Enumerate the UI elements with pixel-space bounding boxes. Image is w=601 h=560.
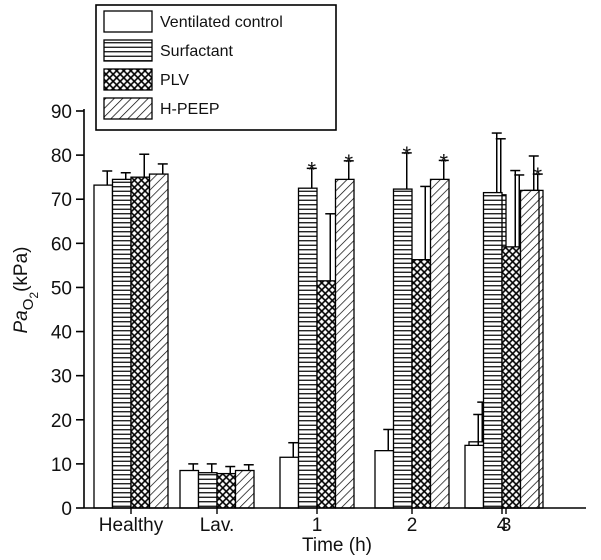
legend-swatch-h-peep — [103, 97, 153, 120]
y-tick-label: 30 — [51, 367, 72, 388]
x-tick-label: Lav. — [200, 515, 235, 536]
y-tick-label: 70 — [51, 190, 72, 211]
bar-plv-1 — [316, 280, 337, 509]
significance-marker: * — [344, 150, 353, 175]
axes: 0 10 20 30 40 50 60 70 80 90 Healthy Lav. 1 2 34 — [51, 102, 586, 536]
x-axis-title: Time (h) — [302, 535, 372, 556]
legend-label-ventilated-control: Ventilated control — [160, 14, 283, 31]
y-tick-label: 80 — [51, 146, 72, 167]
bar-surfactant-healthy — [111, 178, 132, 509]
bar-surfactant-lav — [197, 472, 218, 509]
legend-swatch-plv — [103, 68, 153, 91]
bar-surfactant-1 — [297, 187, 318, 509]
y-tick-label: 0 — [61, 499, 72, 520]
bar-surfactant-2 — [392, 188, 413, 509]
bar-plv-4 — [501, 246, 522, 509]
x-tick-label: 4 — [497, 515, 508, 536]
bar-h-peep-2 — [429, 178, 450, 509]
bar-h-peep-1 — [334, 178, 355, 509]
bar-ventilated-control-2 — [374, 450, 395, 509]
bar-plv-2 — [411, 259, 432, 509]
bar-h-peep-4 — [519, 189, 540, 509]
bar-h-peep-healthy — [148, 173, 169, 509]
bar-plv-lav — [216, 472, 237, 509]
y-tick-label: 20 — [51, 411, 72, 432]
x-tick-label: Healthy — [99, 515, 164, 536]
y-tick-label: 50 — [51, 278, 72, 299]
legend-label-plv: PLV — [160, 72, 189, 89]
significance-marker: * — [307, 157, 316, 182]
y-tick-label: 40 — [51, 323, 72, 344]
significance-marker: * — [439, 149, 448, 174]
y-axis-title: PaO2(kPa) — [11, 246, 41, 333]
bar-ventilated-control-lav — [179, 469, 200, 509]
bar-plv-healthy — [130, 176, 151, 509]
bar-surfactant-4 — [482, 191, 503, 509]
legend-swatch-ventilated-control — [103, 10, 153, 33]
bar-ventilated-control-4 — [464, 444, 485, 509]
plot-area: * * * * * — [93, 132, 544, 509]
legend-label-h-peep: H-PEEP — [160, 101, 220, 118]
x-tick-label: 1 — [312, 515, 323, 536]
legend-swatch-surfactant — [103, 39, 153, 62]
y-tick-label: 10 — [51, 455, 72, 476]
y-axis-title-text: PaO2(kPa) — [11, 246, 41, 333]
bar-ventilated-control-1 — [279, 456, 300, 509]
bar-ventilated-control-healthy — [93, 184, 114, 509]
y-tick-label: 60 — [51, 234, 72, 255]
significance-marker: * — [402, 142, 411, 167]
bar-h-peep-lav — [234, 469, 255, 509]
legend-label-surfactant: Surfactant — [160, 43, 233, 60]
x-tick-label: 2 — [407, 515, 418, 536]
legend: Ventilated control Surfactant PLV H-PEEP — [95, 4, 337, 131]
significance-marker: * — [533, 163, 542, 188]
x-tick-label: 3 — [501, 515, 512, 536]
y-tick-label: 90 — [51, 102, 72, 123]
